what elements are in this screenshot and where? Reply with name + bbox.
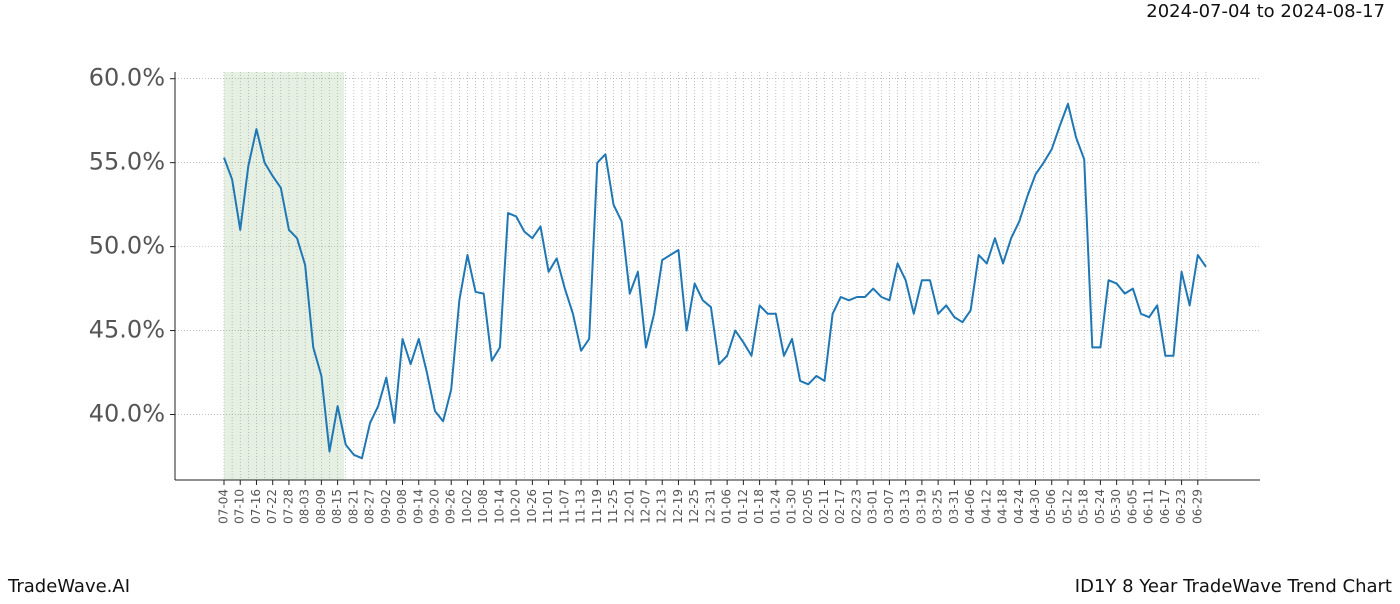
x-tick-label: 03-31 <box>947 489 961 524</box>
x-tick-label: 12-13 <box>655 489 669 524</box>
x-tick-label: 09-14 <box>411 489 425 524</box>
x-tick-label: 05-24 <box>1093 489 1107 524</box>
highlight-region <box>224 72 344 480</box>
x-tick-label: 01-18 <box>752 489 766 524</box>
x-tick-label: 10-02 <box>460 489 474 524</box>
x-tick-label: 11-19 <box>590 489 604 524</box>
x-tick-label: 04-06 <box>963 489 977 524</box>
x-tick-label: 06-17 <box>1158 489 1172 524</box>
x-tick-label: 04-18 <box>996 489 1010 524</box>
x-tick-label: 07-28 <box>281 489 295 524</box>
x-tick-label: 10-14 <box>492 489 506 524</box>
x-tick-label: 04-30 <box>1028 489 1042 524</box>
x-tick-label: 02-05 <box>801 489 815 524</box>
x-tick-label: 01-24 <box>768 489 782 524</box>
x-tick-label: 12-07 <box>638 489 652 524</box>
x-tick-label: 03-25 <box>931 489 945 524</box>
x-tick-label: 06-11 <box>1142 489 1156 524</box>
x-tick-label: 03-19 <box>914 489 928 524</box>
x-tick-label: 11-07 <box>557 489 571 524</box>
chart-title: 2024-07-04 to 2024-08-17 <box>1146 1 1385 22</box>
x-tick-label: 06-23 <box>1174 489 1188 524</box>
x-tick-label: 09-20 <box>427 489 441 524</box>
x-tick-label: 05-30 <box>1109 489 1123 524</box>
x-tick-label: 03-07 <box>882 489 896 524</box>
x-tick-label: 02-17 <box>833 489 847 524</box>
x-tick-label: 05-18 <box>1077 489 1091 524</box>
x-tick-label: 01-06 <box>720 489 734 524</box>
x-tick-label: 11-01 <box>541 489 555 524</box>
x-tick-label: 07-04 <box>217 489 231 524</box>
y-tick-label: 50.0% <box>89 232 165 260</box>
x-tick-label: 06-29 <box>1190 489 1204 524</box>
x-tick-label: 08-15 <box>330 489 344 524</box>
x-tick-label: 09-08 <box>395 489 409 524</box>
x-tick-label: 09-26 <box>444 489 458 524</box>
x-tick-label: 08-03 <box>298 489 312 524</box>
x-tick-label: 01-30 <box>785 489 799 524</box>
x-tick-label: 06-05 <box>1125 489 1139 524</box>
x-tick-label: 08-21 <box>346 489 360 524</box>
x-tick-label: 09-02 <box>379 489 393 524</box>
x-tick-label: 10-26 <box>525 489 539 524</box>
y-tick-label: 55.0% <box>89 148 165 176</box>
x-tick-label: 12-01 <box>622 489 636 524</box>
x-tick-label: 02-23 <box>849 489 863 524</box>
x-tick-label: 08-27 <box>363 489 377 524</box>
x-tick-label: 11-25 <box>606 489 620 524</box>
footer-left: TradeWave.AI <box>7 576 130 597</box>
x-tick-label: 11-13 <box>574 489 588 524</box>
y-tick-label: 40.0% <box>89 400 165 428</box>
x-tick-label: 04-24 <box>1012 489 1026 524</box>
line <box>223 102 1207 460</box>
x-tick-label: 05-12 <box>1060 489 1074 524</box>
y-tick-label: 45.0% <box>89 316 165 344</box>
x-tick-label: 03-13 <box>898 489 912 524</box>
footer-right: ID1Y 8 Year TradeWave Trend Chart <box>1075 576 1392 597</box>
x-tick-label: 07-22 <box>265 489 279 524</box>
x-tick-label: 03-01 <box>866 489 880 524</box>
x-tick-label: 10-08 <box>476 489 490 524</box>
x-tick-label: 12-25 <box>687 489 701 524</box>
x-tick-label: 04-12 <box>979 489 993 524</box>
x-tick-label: 12-31 <box>703 489 717 524</box>
x-tick-label: 05-06 <box>1044 489 1058 524</box>
x-tick-label: 07-10 <box>233 489 247 524</box>
x-tick-label: 01-12 <box>736 489 750 524</box>
x-tick-label: 07-16 <box>249 489 263 524</box>
x-tick-label: 10-20 <box>509 489 523 524</box>
x-tick-label: 12-19 <box>671 489 685 524</box>
y-tick-label: 60.0% <box>89 64 165 92</box>
x-tick-label: 08-09 <box>314 489 328 524</box>
x-tick-label: 02-11 <box>817 489 831 524</box>
